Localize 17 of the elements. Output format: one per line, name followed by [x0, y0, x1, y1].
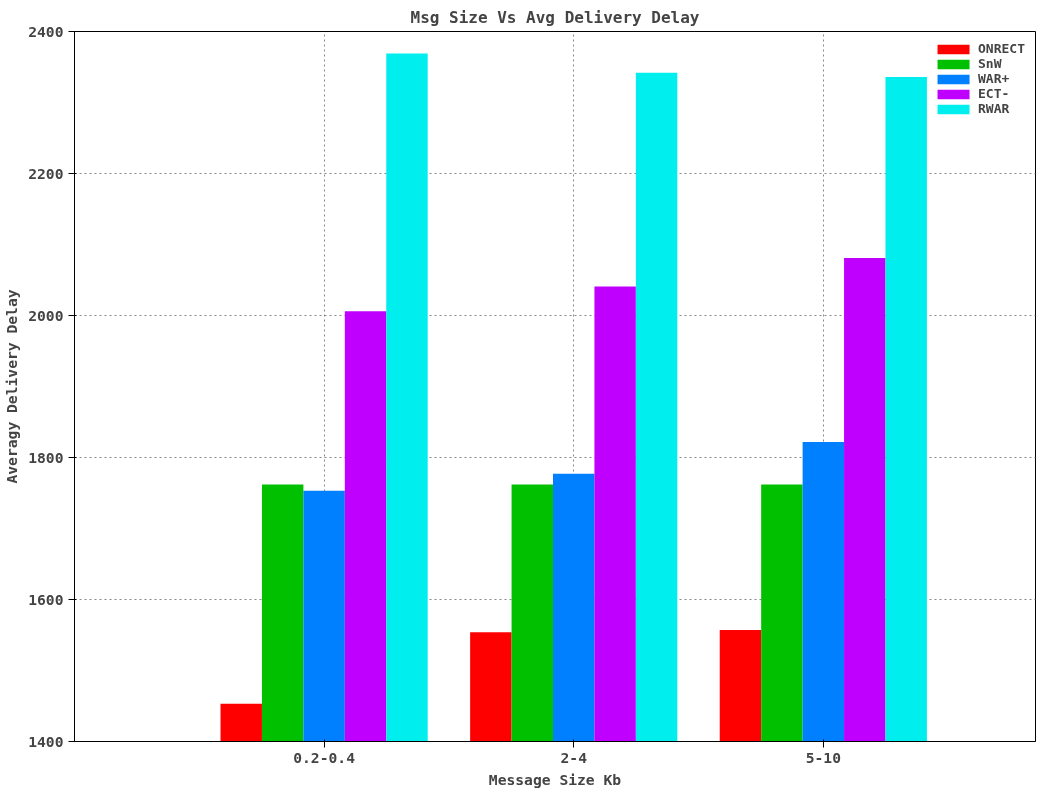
legend-label: SnW	[978, 56, 1002, 71]
y-axis-title: Averagy Delivery Delay	[3, 289, 21, 484]
y-tick-label: 2000	[28, 306, 64, 324]
y-tick-label: 1800	[28, 448, 64, 466]
y-tick-label: 1600	[28, 590, 64, 608]
y-tick-label: 1400	[28, 732, 64, 750]
x-tick-label: 0.2-0.4	[293, 748, 356, 766]
chart-title: Msg Size Vs Avg Delivery Delay	[410, 7, 700, 27]
x-tick-label: 2-4	[560, 748, 588, 766]
legend-label: ONRECT	[978, 41, 1025, 56]
legend-label: WAR+	[978, 71, 1010, 86]
legend-label: ECT-	[978, 86, 1010, 101]
y-tick-label: 2200	[28, 164, 64, 182]
x-axis-title: Message Size Kb	[488, 770, 622, 788]
legend-label: RWAR	[978, 101, 1010, 116]
x-tick-label: 5-10	[805, 748, 841, 766]
y-tick-label: 2400	[28, 22, 64, 40]
